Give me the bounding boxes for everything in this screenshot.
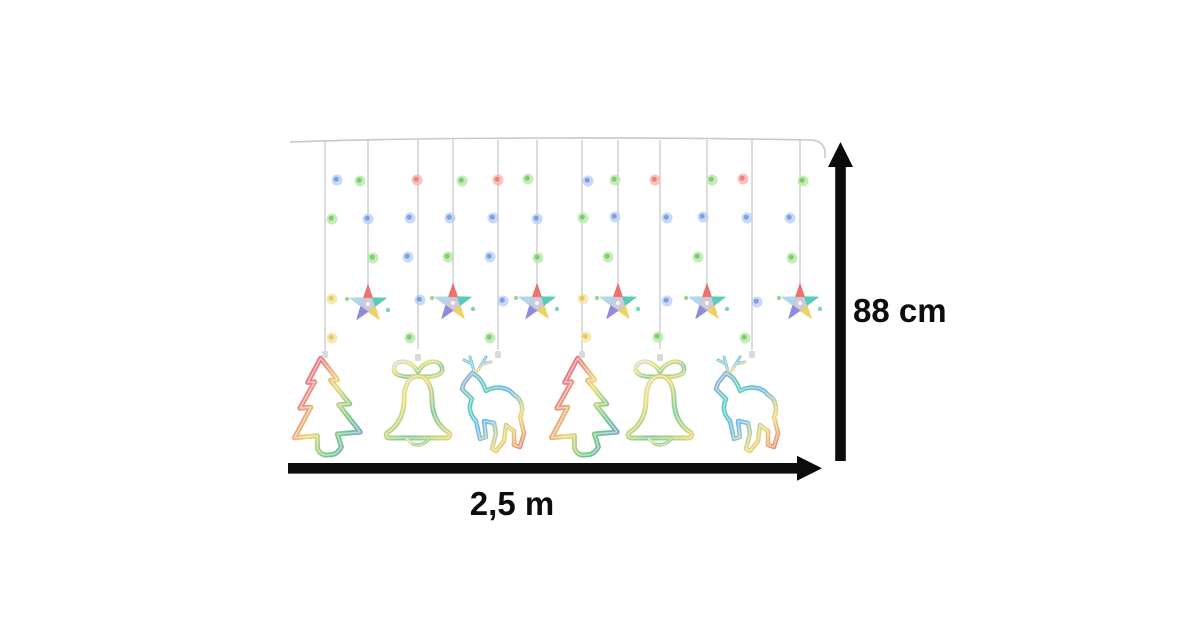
- led-ball-blue: [741, 212, 753, 224]
- led-ball-blue: [697, 211, 709, 223]
- led-ball-blue: [661, 295, 673, 307]
- led-ball-green: [797, 175, 809, 187]
- led-ball-blue: [784, 212, 796, 224]
- bell-ornament: [383, 354, 453, 447]
- led-ball-blue: [661, 212, 673, 224]
- led-ball-green: [609, 174, 621, 186]
- led-ball-blue: [402, 251, 414, 263]
- led-ball-blue: [497, 295, 509, 307]
- led-ball-red: [649, 174, 661, 186]
- tree-ornament: [548, 351, 620, 458]
- bell-ornament: [625, 354, 695, 447]
- led-ball-green: [532, 252, 544, 264]
- light-string: [344, 140, 391, 320]
- star-ornament: [344, 284, 391, 320]
- led-ball-red: [411, 174, 423, 186]
- height-arrow-shaft: [835, 163, 846, 461]
- reindeer-ornament: [459, 351, 527, 454]
- width-arrow: [288, 455, 822, 481]
- height-dimension-label: 88 cm: [853, 292, 947, 329]
- led-ball-green: [522, 173, 534, 185]
- led-ball-green: [692, 251, 704, 263]
- led-ball-blue: [531, 213, 543, 225]
- light-string: [383, 140, 453, 447]
- light-string: [683, 140, 730, 319]
- width-dimension-label: 2,5 m: [469, 485, 555, 522]
- light-string: [713, 140, 781, 454]
- led-ball-green: [786, 252, 798, 264]
- light-string: [548, 140, 620, 458]
- star-ornament: [776, 283, 823, 319]
- led-ball-blue: [582, 175, 594, 187]
- led-ball-red: [737, 173, 749, 185]
- led-ball-blue: [331, 174, 343, 186]
- led-ball-green: [706, 174, 718, 186]
- star-ornament: [429, 283, 476, 319]
- led-ball-green: [484, 332, 496, 344]
- led-ball-green: [602, 251, 614, 263]
- reindeer-ornament: [713, 351, 781, 454]
- led-ball-blue: [484, 251, 496, 263]
- width-arrow-shaft: [288, 463, 799, 474]
- light-string: [513, 140, 560, 319]
- tree-ornament: [291, 351, 363, 458]
- star-ornament: [513, 283, 560, 319]
- led-ball-yellow: [326, 293, 338, 305]
- height-arrow: [828, 142, 853, 461]
- led-ball-green: [404, 332, 416, 344]
- led-ball-blue: [444, 212, 456, 224]
- light-string: [625, 140, 695, 447]
- led-ball-yellow: [577, 293, 589, 305]
- star-ornament: [594, 283, 641, 319]
- led-ball-blue: [362, 213, 374, 225]
- top-wire: [289, 137, 826, 158]
- led-ball-blue: [751, 296, 763, 308]
- led-ball-blue: [404, 212, 416, 224]
- width-arrow-head: [797, 455, 822, 481]
- led-ball-green: [442, 251, 454, 263]
- light-string: [429, 140, 476, 319]
- light-string: [776, 140, 823, 319]
- led-ball-blue: [414, 294, 426, 306]
- light-string: [291, 140, 363, 458]
- height-arrow-head: [828, 142, 853, 167]
- led-ball-green: [326, 213, 338, 225]
- led-ball-green: [652, 331, 664, 343]
- led-ball-green: [577, 212, 589, 224]
- led-ball-red: [492, 174, 504, 186]
- light-curtain: [289, 137, 826, 458]
- led-ball-green: [354, 175, 366, 187]
- led-ball-yellow: [326, 332, 338, 344]
- light-string: [459, 140, 527, 454]
- led-ball-green: [367, 252, 379, 264]
- led-ball-yellow: [580, 331, 592, 343]
- led-ball-green: [456, 175, 468, 187]
- led-ball-blue: [609, 211, 621, 223]
- led-ball-green: [739, 332, 751, 344]
- led-ball-blue: [487, 212, 499, 224]
- star-ornament: [683, 283, 730, 319]
- light-string: [594, 140, 641, 319]
